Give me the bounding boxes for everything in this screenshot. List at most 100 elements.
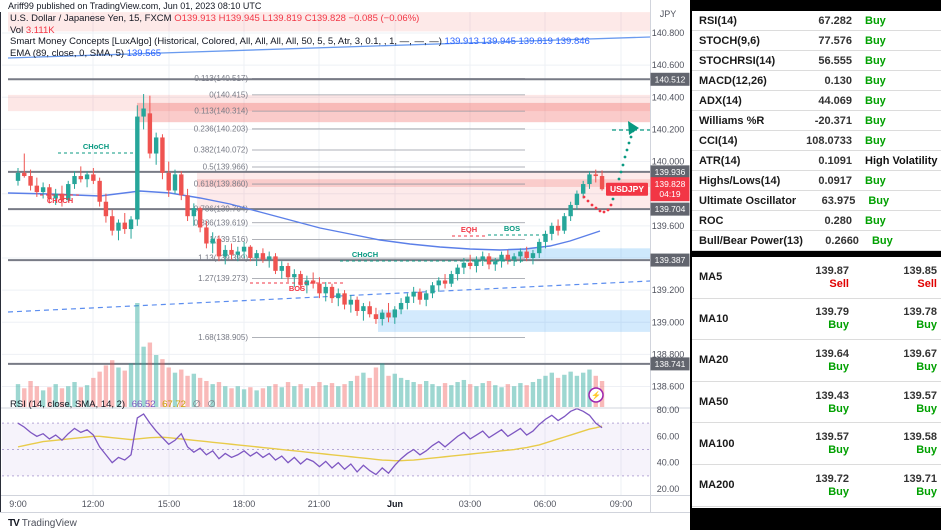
rsi-line [17, 407, 603, 476]
candle [562, 216, 567, 231]
volume-bar [461, 379, 467, 407]
volume-bar [66, 386, 71, 407]
volume-bar [273, 384, 278, 407]
candle [505, 254, 511, 260]
ma-row[interactable]: MA50 139.43 Buy 139.57 Buy [692, 382, 941, 424]
candle [116, 222, 121, 231]
volume-bar [28, 381, 33, 407]
symbol-title[interactable]: U.S. Dollar / Japanese Yen, 15, FXCM [10, 13, 172, 24]
volume-bar [398, 377, 404, 407]
currency-label: JPY [660, 9, 677, 19]
volume-bar [59, 388, 65, 407]
volume-bar [285, 382, 291, 407]
smc-indicator-title[interactable]: Smart Money Concepts [LuxAlgo] (Historic… [10, 36, 442, 47]
volume-bar [474, 386, 479, 407]
candle [53, 193, 58, 199]
candle [22, 172, 27, 177]
rsi-ma-value: 67.72 [162, 399, 186, 410]
smc-zone [8, 12, 650, 32]
volume-bar [342, 384, 347, 407]
volume-bar [103, 365, 109, 407]
candle [386, 312, 391, 318]
volume-bar [380, 363, 385, 407]
indicator-row[interactable]: Highs/Lows(14) 0.0917 Buy [692, 171, 941, 191]
candle [260, 253, 266, 260]
svg-text:USDJPY: USDJPY [610, 184, 644, 194]
time-tick: 9:00 [9, 499, 27, 509]
rsi-indicator-title[interactable]: RSI (14, close, SMA, 14, 2) [10, 399, 126, 410]
volume-bar [147, 342, 153, 407]
indicator-value: 0.1091 [818, 154, 852, 167]
indicator-row[interactable]: MACD(12,26) 0.130 Buy [692, 71, 941, 91]
tradingview-logo[interactable]: TV TradingView [8, 518, 77, 529]
candle [317, 283, 322, 294]
volume-bar [223, 386, 228, 407]
indicator-name: STOCH(9,6) [699, 34, 760, 47]
indicator-row[interactable]: ADX(14) 44.069 Buy [692, 91, 941, 111]
indicator-row[interactable]: RSI(14) 67.282 Buy [692, 11, 941, 31]
candle [474, 259, 479, 267]
price-level-badge [650, 72, 690, 86]
rsi-empty-value-2: ∅ [207, 399, 216, 410]
time-tick: 09:00 [610, 499, 633, 509]
smc-zone [137, 102, 650, 123]
price-chart[interactable]: 0.113(140.517)0(140.415)0.113(140.314)0.… [0, 0, 690, 530]
ema-indicator-title[interactable]: EMA (89, close, 0, SMA, 5) [10, 47, 125, 59]
candle [128, 219, 134, 230]
ma-row[interactable]: MA5 139.87 Sell 139.85 Sell [692, 257, 941, 299]
candle [34, 185, 40, 193]
candle [511, 256, 517, 260]
smc-values: 139.913 139.945 139.819 139.846 [444, 36, 590, 47]
indicator-row[interactable]: CCI(14) 108.0733 Buy [692, 131, 941, 151]
candle [28, 176, 33, 186]
candle [380, 312, 385, 320]
candle [248, 246, 253, 258]
indicator-row[interactable]: ATR(14) 0.1091 High Volatility [692, 151, 941, 171]
indicator-row[interactable]: Ultimate Oscillator 63.975 Buy [692, 191, 941, 211]
tv-logo-text: TradingView [21, 518, 77, 529]
candle [543, 233, 548, 242]
volume-bar [122, 370, 127, 407]
candle [179, 174, 184, 196]
smc-zone [197, 179, 650, 187]
indicator-name: Williams %R [699, 114, 765, 127]
ma-row[interactable]: MA20 139.64 Buy 139.67 Buy [692, 340, 941, 382]
fib-label: 1.27(139.273) [198, 274, 248, 283]
candle [537, 241, 542, 254]
candle [361, 306, 366, 312]
candle [493, 261, 498, 265]
time-tick: 03:00 [459, 499, 482, 509]
ma-row[interactable]: MA10 139.79 Buy 139.78 Buy [692, 299, 941, 341]
candle [449, 274, 454, 284]
indicator-row[interactable]: STOCH(9,6) 77.576 Buy [692, 31, 941, 51]
volume-bar [505, 384, 511, 407]
rsi-value: 66.52 [131, 399, 156, 410]
volume-bar [304, 388, 310, 407]
indicator-name: Ultimate Oscillator [699, 194, 797, 207]
volume-label[interactable]: Vol [10, 24, 24, 36]
volume-bar [555, 377, 561, 407]
indicator-action: Buy [871, 234, 893, 247]
trendline-solid [7, 36, 651, 59]
indicator-row[interactable]: Bull/Bear Power(13) 0.2660 Buy [692, 231, 941, 251]
ma-row[interactable]: MA100 139.57 Buy 139.58 Buy [692, 423, 941, 465]
candle [285, 266, 291, 278]
volume-bar [543, 375, 548, 407]
volume-bar [292, 386, 297, 407]
candle [273, 256, 278, 271]
volume-bar [411, 382, 416, 407]
ma-row[interactable]: MA200 139.72 Buy 139.71 Buy [692, 465, 941, 507]
candle [329, 286, 335, 299]
indicator-row[interactable]: ROC 0.280 Buy [692, 211, 941, 231]
ma-simple-cell: 139.57 Buy [815, 431, 849, 457]
candle [430, 285, 435, 294]
candle [66, 184, 71, 201]
last-price-badge [650, 177, 690, 202]
indicator-row[interactable]: Williams %R -20.371 Buy [692, 111, 941, 131]
volume-bar [279, 387, 284, 407]
indicator-action: Buy [865, 54, 886, 67]
smc-zone [197, 171, 650, 210]
candle [568, 204, 573, 217]
smc-zone [8, 94, 650, 112]
indicator-row[interactable]: STOCHRSI(14) 56.555 Buy [692, 51, 941, 71]
